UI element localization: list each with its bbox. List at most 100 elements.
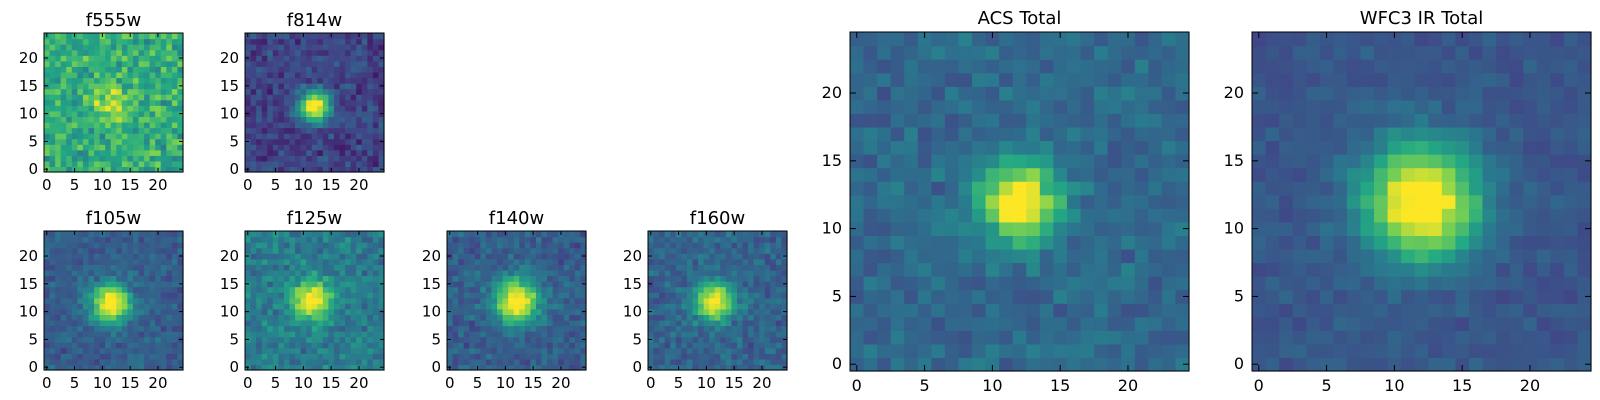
heatmap-cell: [322, 149, 329, 156]
heatmap-cell: [513, 331, 520, 338]
heatmap-cell: [748, 342, 755, 349]
heatmap-cell: [245, 149, 252, 156]
heatmap-cell: [850, 45, 865, 60]
axes-frame: [244, 230, 385, 371]
heatmap-cell: [339, 121, 346, 129]
heatmap-cell: [71, 314, 78, 321]
heatmap-cell: [105, 269, 112, 277]
heatmap-cell: [709, 358, 716, 366]
heatmap-cell: [77, 105, 84, 112]
heatmap-cell: [94, 166, 101, 173]
heatmap-cell: [530, 319, 537, 327]
heatmap-cell: [361, 133, 368, 140]
heatmap-cell: [720, 336, 727, 343]
heatmap-cell: [1121, 208, 1136, 223]
heatmap-cell: [261, 155, 268, 162]
heatmap-cell: [356, 303, 363, 310]
heatmap-cell: [317, 275, 324, 282]
heatmap-cell: [367, 319, 374, 327]
heatmap-cell: [149, 364, 156, 371]
heatmap-cell: [367, 242, 374, 249]
heatmap-cell: [345, 99, 352, 106]
heatmap-cell: [317, 110, 324, 117]
heatmap-cell: [333, 110, 341, 117]
heatmap-cell: [127, 144, 134, 151]
heatmap-cell: [491, 281, 498, 288]
heatmap-cell: [574, 281, 582, 288]
heatmap-cell: [709, 236, 716, 243]
heatmap-cell: [524, 275, 531, 282]
heatmap-cell: [530, 264, 537, 271]
heatmap-cell: [295, 264, 302, 271]
heatmap-cell: [272, 83, 279, 90]
heatmap-cell: [736, 364, 744, 371]
heatmap-cell: [972, 99, 987, 114]
heatmap-cell: [1387, 276, 1402, 291]
heatmap-cell: [44, 242, 51, 249]
heatmap-cell: [917, 316, 932, 331]
heatmap-cell: [144, 138, 151, 145]
heatmap-cell: [82, 116, 90, 123]
heatmap-cell: [345, 66, 352, 73]
heatmap-cell: [648, 314, 655, 321]
heatmap-cell: [917, 343, 932, 359]
heatmap-cell: [99, 336, 106, 343]
heatmap-cell: [99, 319, 106, 327]
heatmap-cell: [94, 258, 101, 265]
heatmap-cell: [541, 247, 548, 254]
heatmap-cell: [535, 319, 543, 327]
heatmap-cell: [367, 44, 374, 51]
heatmap-cell: [653, 297, 660, 304]
heatmap-cell: [49, 303, 56, 310]
heatmap-cell: [1387, 194, 1402, 209]
heatmap-cell: [469, 353, 476, 360]
heatmap-cell: [1468, 167, 1484, 182]
heatmap-cell: [1107, 303, 1122, 318]
heatmap-cell: [333, 55, 341, 62]
heatmap-cell: [742, 364, 749, 371]
heatmap-cell: [1428, 235, 1443, 250]
heatmap-cell: [278, 83, 285, 90]
heatmap-cell: [82, 331, 90, 338]
heatmap-cell: [300, 55, 307, 62]
heatmap-cell: [289, 242, 296, 249]
heatmap-cell: [311, 66, 318, 73]
heatmap-cell: [121, 149, 128, 156]
heatmap-cell: [322, 253, 329, 260]
heatmap-cell: [1080, 221, 1095, 236]
heatmap-cell: [474, 353, 481, 360]
heatmap-cell: [890, 72, 905, 87]
heatmap-cell: [574, 264, 582, 271]
heatmap-cell: [361, 319, 368, 327]
heatmap-cell: [105, 353, 112, 360]
heatmap-cell: [1175, 59, 1190, 74]
heatmap-cell: [110, 308, 117, 315]
heatmap-cell: [458, 269, 465, 277]
heatmap-cell: [283, 242, 291, 249]
heatmap-cell: [931, 86, 946, 101]
heatmap-cell: [1523, 316, 1538, 331]
heatmap-cell: [350, 127, 357, 134]
heatmap-cell: [300, 116, 307, 123]
heatmap-cell: [931, 99, 946, 114]
heatmap-cell: [648, 286, 655, 293]
heatmap-cell: [317, 258, 324, 265]
heatmap-cell: [278, 99, 285, 106]
heatmap-cell: [703, 275, 710, 282]
heatmap-cell: [1039, 303, 1054, 318]
heatmap-cell: [339, 292, 346, 299]
heatmap-cell: [71, 116, 78, 123]
x-tick-label: 0: [243, 374, 253, 392]
heatmap-cell: [306, 166, 313, 173]
heatmap-cell: [474, 275, 481, 282]
heatmap-cell: [725, 353, 732, 360]
heatmap-cell: [311, 253, 318, 260]
heatmap-cell: [171, 155, 179, 162]
heatmap-cell: [1563, 343, 1579, 359]
heatmap-cell: [497, 325, 504, 332]
heatmap-cell: [1080, 181, 1095, 196]
heatmap-cell: [278, 325, 285, 332]
heatmap-cell: [55, 247, 62, 254]
heatmap-cell: [289, 281, 296, 288]
